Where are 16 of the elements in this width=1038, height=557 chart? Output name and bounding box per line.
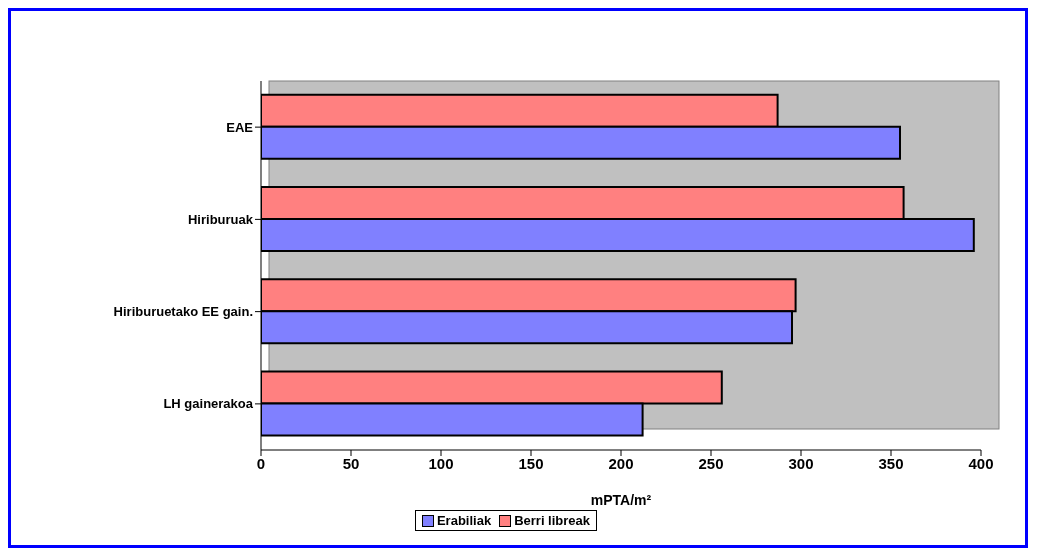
legend-label: Berri libreak (513, 513, 591, 528)
x-tick-label: 350 (878, 454, 904, 472)
x-tick-label: 250 (698, 454, 724, 472)
x-axis-title: mPTA/m² (590, 492, 652, 508)
x-tick-label: 400 (968, 454, 994, 472)
y-tick-label: Hiriburuetako EE gain. (113, 304, 253, 320)
x-tick-label: 300 (788, 454, 814, 472)
x-tick-label: 0 (256, 454, 266, 472)
y-tick-label: EAE (226, 119, 254, 135)
x-tick-label: 200 (608, 454, 634, 472)
y-tick-label: LH gainerakoa (163, 396, 254, 412)
x-tick-label: 50 (342, 454, 360, 472)
y-tick-label: Hiriburuak (187, 211, 254, 227)
legend-label: Erabiliak (435, 513, 492, 528)
x-tick-label: 150 (518, 454, 544, 472)
x-tick-label: 100 (428, 454, 454, 472)
